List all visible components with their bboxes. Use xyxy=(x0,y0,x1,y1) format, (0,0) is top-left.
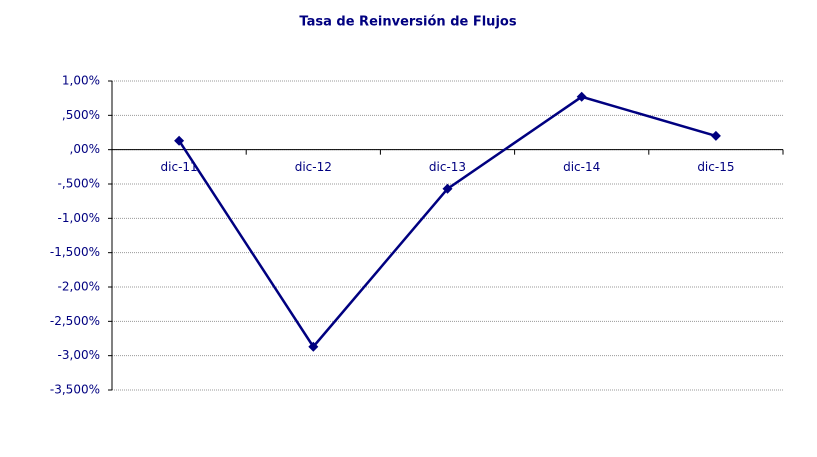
x-tick-label: dic-13 xyxy=(429,160,466,174)
point xyxy=(442,183,453,194)
y-tick-label: -1,500% xyxy=(50,245,100,259)
y-tick-label: -,500% xyxy=(58,177,100,191)
y-tick-label: ,500% xyxy=(62,108,100,122)
point xyxy=(308,341,319,352)
x-tick-label: dic-12 xyxy=(295,160,332,174)
x-tick-label: dic-14 xyxy=(563,160,600,174)
line xyxy=(178,95,717,349)
y-tick-label: -2,00% xyxy=(58,280,100,294)
chart-title: Tasa de Reinversión de Flujos xyxy=(299,15,516,30)
x-tick-label: dic-11 xyxy=(161,160,198,174)
x-tick-label: dic-15 xyxy=(697,160,734,174)
y-tick-label: -3,00% xyxy=(58,348,100,362)
y-tick-label: 1,00% xyxy=(62,74,100,88)
point xyxy=(174,135,185,146)
y-tick-label: ,00% xyxy=(70,142,101,156)
point xyxy=(710,130,721,141)
y-tick-label: -3,500% xyxy=(50,383,100,397)
point xyxy=(576,91,587,102)
y-tick-label: -1,00% xyxy=(58,211,100,225)
y-tick-label: -2,500% xyxy=(50,314,100,328)
